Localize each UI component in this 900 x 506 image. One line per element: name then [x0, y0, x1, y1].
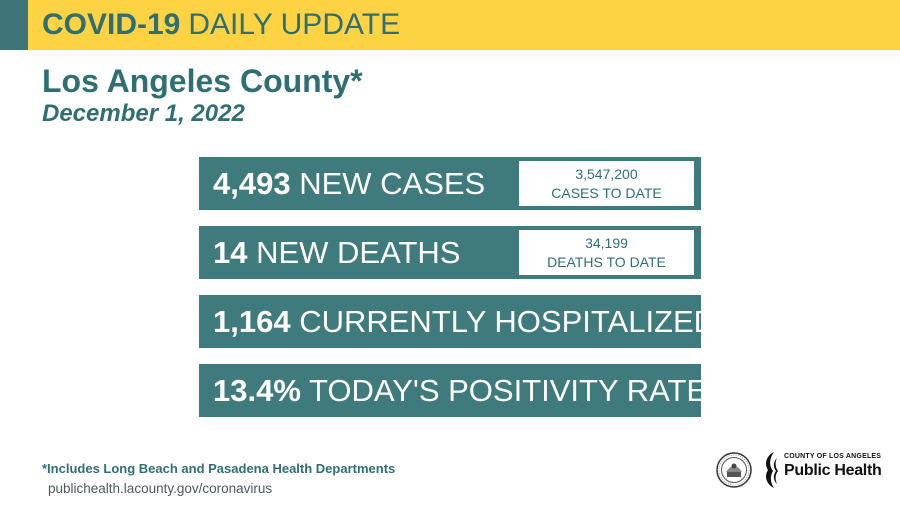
stat-positivity-rate: 13.4% TODAY'S POSITIVITY RATE — [199, 364, 707, 417]
banner-title-rest: DAILY UPDATE — [188, 8, 401, 41]
todate-label: DEATHS TO DATE — [547, 253, 666, 270]
stat-label: CURRENTLY HOSPITALIZED — [299, 304, 717, 339]
banner-title: COVID-19 DAILY UPDATE — [42, 5, 400, 45]
county-seal-icon — [716, 452, 752, 488]
stat-hospitalized: 1,164 CURRENTLY HOSPITALIZED — [199, 295, 716, 348]
stat-main-text: 14 NEW DEATHS — [213, 226, 461, 279]
stat-value: 14 — [213, 235, 248, 270]
banner-title-bold: COVID-19 — [42, 8, 181, 41]
logo-county-text: COUNTY OF LOS ANGELES — [784, 453, 882, 460]
stat-main-text: 1,164 CURRENTLY HOSPITALIZED — [213, 295, 716, 348]
stat-new-deaths: 14 NEW DEATHS 34,199 DEATHS TO DATE — [199, 226, 701, 279]
cases-to-date-box: 3,547,200 CASES TO DATE — [519, 161, 694, 206]
todate-label: CASES TO DATE — [551, 184, 662, 201]
header-banner: COVID-19 DAILY UPDATE — [0, 0, 900, 50]
stat-main-text: 13.4% TODAY'S POSITIVITY RATE — [213, 364, 707, 417]
stat-new-cases: 4,493 NEW CASES 3,547,200 CASES TO DATE — [199, 157, 701, 210]
todate-value: 34,199 — [585, 234, 628, 251]
logo-public-health-text: Public Health — [784, 462, 882, 479]
stat-label: TODAY'S POSITIVITY RATE — [308, 373, 708, 408]
website-url[interactable]: publichealth.lacounty.gov/coronavirus — [48, 481, 273, 496]
public-health-logo-icon: COUNTY OF LOS ANGELES Public Health — [762, 450, 882, 490]
stat-value: 4,493 — [213, 166, 291, 201]
deaths-to-date-box: 34,199 DEATHS TO DATE — [519, 230, 694, 275]
stat-label: NEW CASES — [299, 166, 486, 201]
footnote: *Includes Long Beach and Pasadena Health… — [42, 461, 396, 476]
stat-main-text: 4,493 NEW CASES — [213, 157, 485, 210]
todate-value: 3,547,200 — [575, 165, 638, 182]
stat-label: NEW DEATHS — [256, 235, 461, 270]
stat-value: 13.4% — [213, 373, 301, 408]
county-title: Los Angeles County* — [42, 63, 363, 99]
banner-accent — [0, 0, 28, 50]
report-date: December 1, 2022 — [42, 100, 245, 127]
stat-value: 1,164 — [213, 304, 291, 339]
